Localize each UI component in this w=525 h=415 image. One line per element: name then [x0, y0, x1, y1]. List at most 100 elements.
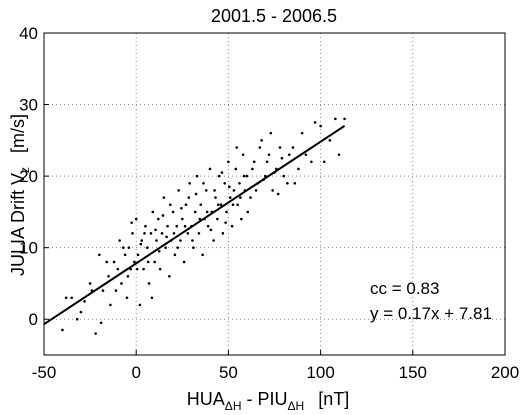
point	[199, 203, 203, 207]
point	[176, 246, 179, 249]
point	[286, 181, 289, 185]
point	[79, 310, 83, 314]
point	[334, 117, 337, 121]
point	[282, 174, 286, 178]
point	[120, 282, 123, 285]
x-tick-label: 100	[306, 363, 334, 382]
y-label-sub: z	[18, 167, 32, 173]
point	[121, 246, 125, 249]
y-tick-label: 30	[19, 96, 38, 115]
point	[64, 296, 68, 300]
point	[242, 174, 246, 178]
x-tick-label: 150	[399, 363, 427, 382]
point	[313, 121, 317, 124]
point	[88, 282, 92, 285]
x-label-part: HUA	[187, 389, 225, 409]
point	[235, 146, 238, 149]
point	[165, 235, 168, 239]
point	[140, 239, 144, 242]
y-label-unit: [m/s]	[8, 114, 28, 153]
point	[206, 224, 210, 228]
point	[310, 160, 313, 164]
point	[61, 328, 64, 332]
point	[161, 214, 165, 217]
point	[168, 274, 171, 278]
point	[169, 203, 172, 207]
point	[300, 131, 304, 135]
point	[202, 181, 205, 185]
point	[230, 224, 234, 228]
point	[134, 217, 138, 221]
point	[228, 185, 231, 189]
point	[149, 232, 153, 235]
point	[241, 153, 245, 156]
point	[70, 296, 73, 300]
point	[205, 210, 209, 214]
point	[249, 196, 252, 199]
point	[238, 181, 241, 185]
point	[232, 189, 236, 192]
annotation: y = 0.17x + 7.81	[370, 304, 492, 323]
point	[153, 260, 156, 264]
point	[216, 203, 220, 207]
point	[187, 196, 191, 199]
point	[136, 253, 140, 257]
point	[94, 332, 97, 335]
point	[328, 139, 332, 142]
point	[192, 246, 195, 249]
point	[133, 260, 136, 264]
point	[236, 203, 239, 207]
chart-title: 2001.5 - 2006.5	[211, 6, 337, 26]
point	[123, 253, 127, 257]
point	[224, 221, 227, 224]
point	[245, 174, 249, 178]
point	[181, 217, 184, 221]
point	[228, 196, 232, 199]
point	[251, 167, 254, 171]
point	[162, 196, 166, 199]
point	[142, 267, 145, 271]
point	[112, 260, 116, 264]
point	[227, 160, 230, 164]
point	[105, 260, 108, 264]
point	[343, 117, 346, 121]
point	[109, 303, 112, 307]
point	[125, 296, 129, 300]
point	[231, 203, 235, 207]
point	[254, 189, 258, 192]
point	[101, 289, 105, 292]
point	[194, 192, 198, 196]
point	[225, 210, 228, 214]
point	[182, 260, 186, 264]
point	[139, 242, 143, 246]
point	[175, 224, 179, 228]
point	[240, 217, 243, 221]
point	[177, 189, 180, 192]
point	[322, 160, 326, 164]
point	[116, 267, 120, 271]
point	[118, 239, 121, 242]
point	[260, 139, 263, 142]
x-axis-label: HUAΔH - PIUΔH [nT]	[187, 389, 349, 413]
annotation: cc = 0.83	[370, 279, 439, 298]
point	[146, 260, 150, 264]
x-label-sub: ΔH	[225, 399, 242, 413]
point	[276, 192, 280, 196]
point	[155, 239, 158, 242]
point	[216, 217, 219, 221]
point	[184, 203, 188, 207]
x-tick-label: 50	[219, 363, 238, 382]
point	[209, 228, 213, 232]
point	[220, 171, 224, 174]
point	[143, 232, 146, 235]
x-tick-label: 200	[491, 363, 519, 382]
point	[107, 274, 110, 278]
point	[180, 207, 183, 210]
point	[269, 131, 273, 135]
point	[252, 160, 256, 164]
point	[208, 167, 212, 171]
y-label-part: JULIA Drift V	[8, 173, 28, 276]
point	[171, 210, 175, 214]
y-tick-label: 10	[19, 239, 38, 258]
point	[75, 317, 79, 321]
